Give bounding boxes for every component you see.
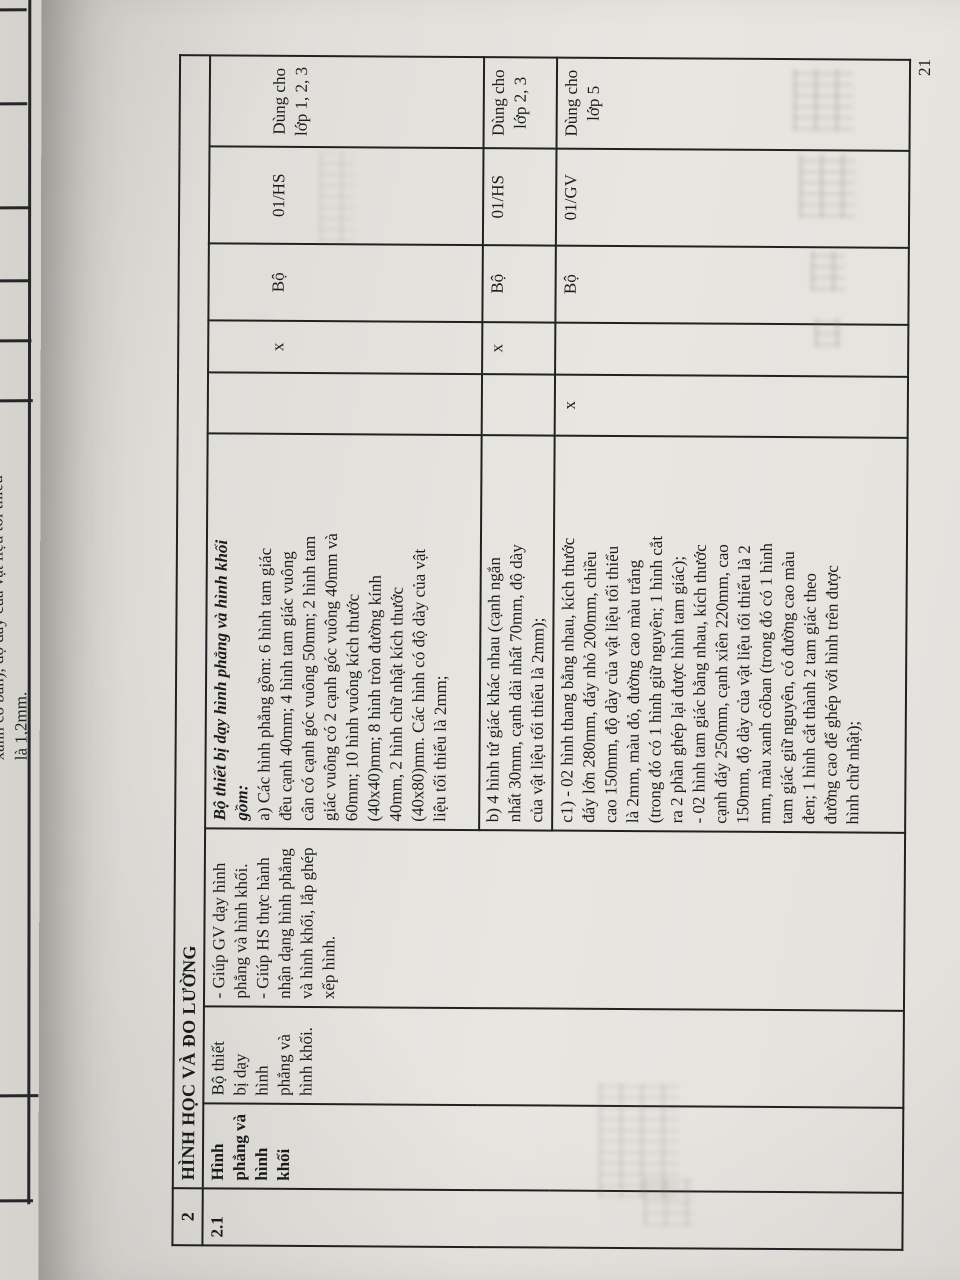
gv-flag-cell-b (481, 374, 556, 436)
section-number-cell: 2 (172, 1188, 203, 1246)
left-page-table-hline (0, 339, 31, 342)
item-number-cell: 2.1 (202, 1188, 903, 1250)
used-for-cell-a: Dùng cho lớp 1, 2, 3 (209, 55, 485, 149)
unit-cell-c: Bộ (555, 245, 909, 325)
used-for-cell-c: Dùng cho lớp 5 (556, 57, 911, 151)
rotated-table-area: 2 HÌNH HỌC VÀ ĐO LƯỜNG 2.1 Hình phẳng và… (171, 54, 939, 1251)
item-row-a: 2.1 Hình phẳng và hình khối Bộ thiết bị … (202, 55, 906, 1250)
left-page-table-hline (0, 8, 27, 11)
description-cell-a: Bộ thiết bị dạy hình phẳng và hình khối … (205, 433, 482, 831)
left-page-table-hline (0, 102, 27, 105)
device-name-cell: Bộ thiết bị dạy hình phẳng và hình khối. (203, 1006, 904, 1108)
gv-flag-cell-a (207, 372, 483, 436)
hs-flag-cell-b: x (482, 322, 556, 375)
left-page-text: xanh cô ban), độ dày của vật liệu tối th… (0, 475, 31, 761)
used-for-cell-b: Dùng cho lớp 2, 3 (483, 57, 558, 149)
left-page-table-hline (0, 279, 30, 282)
topic-cell: Hình phẳng và hình khối (202, 1103, 904, 1193)
unit-cell-a: Bộ (208, 243, 483, 323)
document-page: 2 HÌNH HỌC VÀ ĐO LƯỜNG 2.1 Hình phẳng và… (38, 0, 960, 1280)
description-text-a: a) Các hình phẳng gồm: 6 hình tam giác đ… (254, 533, 451, 822)
quantity-cell-a: 01/HS (208, 146, 484, 246)
left-page-table-hline (0, 206, 29, 209)
left-page-table-hline (0, 1199, 33, 1202)
description-intro: Bộ thiết bị dạy hình phẳng và hình khối … (210, 539, 252, 821)
description-cell-c: c1) - 02 hình thang bằng nhau, kích thướ… (552, 435, 908, 833)
gv-flag-cell-c: x (554, 374, 909, 438)
purpose-cell: - Giúp GV dạy hình phẳng và hình khối. -… (203, 828, 906, 1011)
description-cell-b: b) 4 hình tứ giác khác nhau (cạnh ngắn n… (479, 435, 555, 831)
left-page-table-hline (0, 1094, 38, 1097)
equipment-table: 2 HÌNH HỌC VÀ ĐO LƯỜNG 2.1 Hình phẳng và… (171, 54, 911, 1251)
hs-flag-cell-c (555, 322, 909, 377)
page-number: 21 (914, 58, 935, 77)
unit-cell-b: Bộ (482, 245, 556, 323)
quantity-cell-b: 01/HS (482, 148, 557, 246)
hs-flag-cell-a: x (208, 320, 483, 375)
quantity-cell-c: 01/GV (555, 148, 910, 248)
